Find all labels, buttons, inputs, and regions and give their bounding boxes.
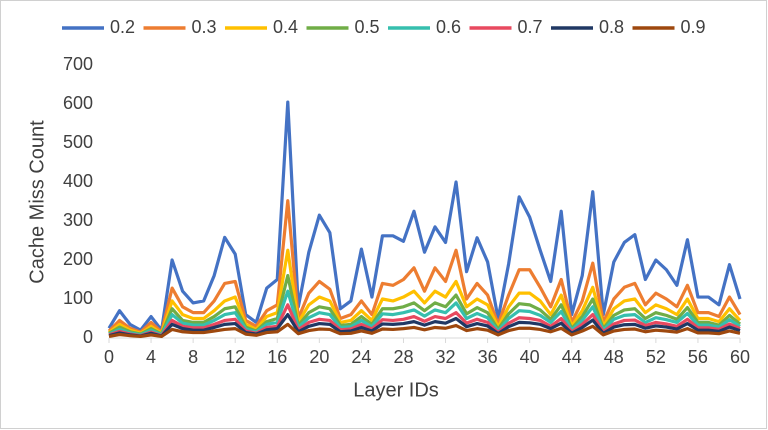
series-line [108, 313, 741, 338]
series-line [108, 248, 742, 335]
x-tick-label: 28 [393, 347, 413, 367]
x-tick-label: 16 [267, 347, 287, 367]
legend-label: 0.9 [681, 17, 706, 37]
y-tick-label: 500 [63, 132, 93, 152]
x-tick-label: 12 [225, 347, 245, 367]
y-tick-label: 200 [63, 249, 93, 269]
series-line [108, 303, 741, 338]
x-tick-label: 44 [562, 347, 582, 367]
x-axis-title: Layer IDs [353, 379, 439, 401]
x-tick-label: 20 [309, 347, 329, 367]
series-line [108, 322, 741, 339]
x-tick-label: 8 [188, 347, 198, 367]
x-tick-label: 52 [646, 347, 666, 367]
series-line [108, 289, 741, 337]
legend-label: 0.5 [355, 17, 380, 37]
x-tick-label: 40 [520, 347, 540, 367]
legend-label: 0.6 [436, 17, 461, 37]
y-tick-label: 100 [63, 288, 93, 308]
y-tick-label: 300 [63, 210, 93, 230]
x-tick-label: 24 [351, 347, 371, 367]
x-tick-label: 0 [104, 347, 114, 367]
series-line [107, 199, 742, 334]
legend-label: 0.8 [599, 17, 624, 37]
series-line [107, 100, 742, 332]
y-tick-label: 0 [83, 327, 93, 347]
legend-label: 0.2 [110, 17, 135, 37]
x-tick-label: 60 [730, 347, 750, 367]
x-tick-label: 32 [436, 347, 456, 367]
x-tick-label: 56 [688, 347, 708, 367]
x-tick-label: 48 [604, 347, 624, 367]
y-axis-title: Cache Miss Count [26, 120, 48, 284]
legend-label: 0.7 [518, 17, 543, 37]
y-tick-label: 700 [63, 54, 93, 74]
legend-label: 0.4 [273, 17, 298, 37]
series-line [108, 274, 742, 336]
x-tick-label: 36 [478, 347, 498, 367]
y-tick-label: 600 [63, 93, 93, 113]
legend-label: 0.3 [192, 17, 217, 37]
y-tick-label: 400 [63, 171, 93, 191]
x-tick-label: 4 [146, 347, 156, 367]
